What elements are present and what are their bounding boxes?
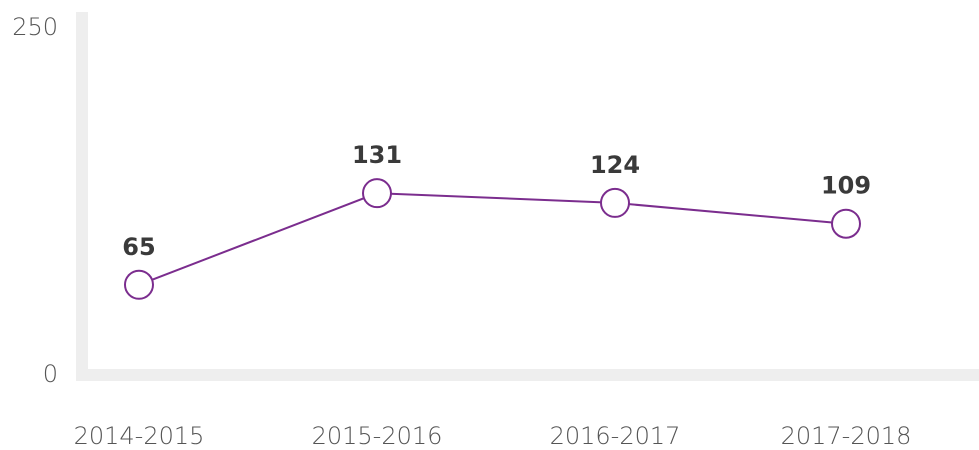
x-tick-label: 2016-2017 bbox=[550, 422, 681, 450]
point bbox=[600, 187, 630, 218]
value-label: 65 bbox=[122, 233, 155, 261]
x-tick-label: 2015-2016 bbox=[312, 422, 443, 450]
x-axis bbox=[76, 369, 979, 381]
point bbox=[831, 208, 861, 239]
point bbox=[124, 269, 154, 300]
y-tick-label: 250 bbox=[12, 13, 58, 41]
x-tick-label: 2014-2015 bbox=[74, 422, 205, 450]
x-tick-label: 2017-2018 bbox=[781, 422, 912, 450]
line bbox=[138, 192, 847, 286]
value-label: 124 bbox=[590, 151, 640, 179]
y-axis bbox=[76, 12, 88, 381]
point bbox=[362, 178, 392, 209]
value-label: 131 bbox=[352, 141, 402, 169]
y-tick-label: 0 bbox=[43, 360, 58, 388]
value-label: 109 bbox=[821, 172, 871, 200]
